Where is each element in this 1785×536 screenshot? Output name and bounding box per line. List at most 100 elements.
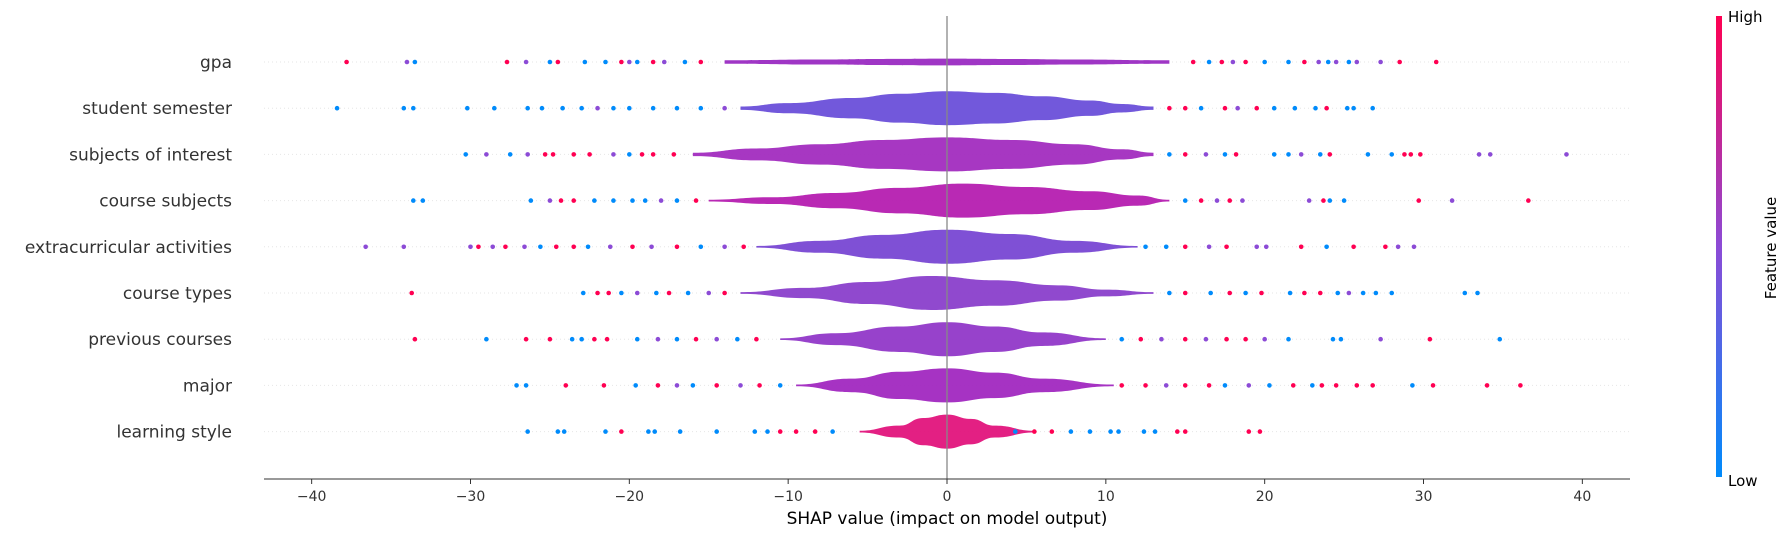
data-point: [1416, 198, 1422, 203]
data-point: [582, 59, 588, 65]
data-point: [1262, 336, 1267, 342]
data-point: [1378, 59, 1383, 65]
data-point: [555, 59, 561, 65]
data-point: [585, 244, 591, 250]
data-point: [1317, 290, 1323, 296]
data-point: [1346, 59, 1352, 65]
data-point: [722, 105, 727, 111]
data-point: [1203, 336, 1209, 342]
data-point: [1143, 244, 1148, 250]
data-point: [1235, 105, 1240, 111]
data-point: [666, 290, 672, 296]
data-point: [1138, 336, 1144, 342]
data-point: [420, 198, 426, 203]
data-point: [1351, 244, 1356, 250]
data-point: [1203, 152, 1209, 157]
data-point: [558, 198, 564, 203]
data-point: [463, 152, 469, 157]
data-point: [514, 383, 519, 388]
data-point: [607, 244, 613, 250]
x-tick-label: −30: [456, 489, 486, 505]
data-point: [1013, 429, 1018, 434]
data-point: [404, 59, 410, 65]
data-point: [1243, 290, 1248, 296]
data-point: [1233, 152, 1239, 157]
data-point: [476, 244, 481, 250]
data-point: [1175, 429, 1180, 434]
data-point: [1351, 105, 1356, 111]
data-point: [1182, 244, 1188, 250]
data-point: [1159, 336, 1164, 342]
data-point: [1259, 290, 1264, 296]
data-point: [619, 290, 624, 296]
data-point: [1302, 59, 1307, 65]
data-point: [1365, 152, 1371, 157]
data-point: [611, 198, 616, 203]
data-point: [1518, 383, 1523, 388]
data-point: [627, 59, 632, 65]
data-point: [1319, 383, 1325, 388]
data-point: [1410, 383, 1415, 388]
data-point: [682, 59, 688, 65]
data-point: [777, 429, 783, 434]
x-tick-label: −20: [615, 489, 645, 505]
data-point: [592, 336, 597, 342]
data-point: [1182, 198, 1188, 203]
data-point: [1286, 152, 1291, 157]
data-point: [595, 290, 600, 296]
data-point: [741, 244, 746, 250]
data-point: [1254, 244, 1260, 250]
data-point: [1418, 152, 1423, 157]
data-point: [579, 336, 584, 342]
data-point: [604, 336, 610, 342]
data-point: [1344, 105, 1350, 111]
data-point: [1389, 290, 1395, 296]
data-point: [639, 152, 645, 157]
data-point: [1378, 336, 1383, 342]
data-point: [698, 59, 704, 65]
data-point: [1327, 198, 1333, 203]
data-point: [698, 244, 704, 250]
data-point: [1346, 290, 1352, 296]
data-point: [1206, 59, 1212, 65]
feature-label: extracurricular activities: [25, 238, 232, 258]
violin-subjects-of-interest: [692, 137, 1154, 172]
data-point: [547, 336, 553, 342]
data-point: [525, 152, 530, 157]
data-point: [652, 429, 658, 434]
data-point: [571, 198, 577, 203]
x-tick-label: 40: [1573, 489, 1591, 505]
data-point: [1341, 198, 1347, 203]
data-point: [1370, 383, 1375, 388]
data-point: [411, 198, 416, 203]
data-point: [1271, 105, 1277, 111]
data-point: [523, 59, 529, 65]
data-point: [525, 105, 530, 111]
data-point: [1373, 290, 1379, 296]
data-point: [1208, 290, 1213, 296]
data-point: [1167, 105, 1172, 111]
data-point: [650, 59, 656, 65]
x-tick-label: −10: [773, 489, 803, 505]
data-point: [630, 244, 635, 250]
data-point: [1224, 244, 1229, 250]
x-tick-label: −40: [297, 489, 327, 505]
data-point: [1230, 59, 1236, 65]
data-point: [569, 336, 575, 342]
data-point: [1257, 429, 1263, 434]
data-point: [812, 429, 818, 434]
x-axis-title: SHAP value (impact on model output): [787, 509, 1108, 529]
data-point: [580, 290, 586, 296]
data-point: [693, 198, 699, 203]
data-point: [571, 244, 577, 250]
data-point: [685, 290, 691, 296]
data-point: [1316, 59, 1321, 65]
data-point: [344, 59, 349, 65]
data-point: [561, 429, 567, 434]
data-point: [522, 244, 527, 250]
data-point: [579, 105, 584, 111]
data-point: [714, 383, 719, 388]
data-point: [1383, 244, 1388, 250]
data-point: [630, 198, 635, 203]
data-point: [698, 105, 704, 111]
